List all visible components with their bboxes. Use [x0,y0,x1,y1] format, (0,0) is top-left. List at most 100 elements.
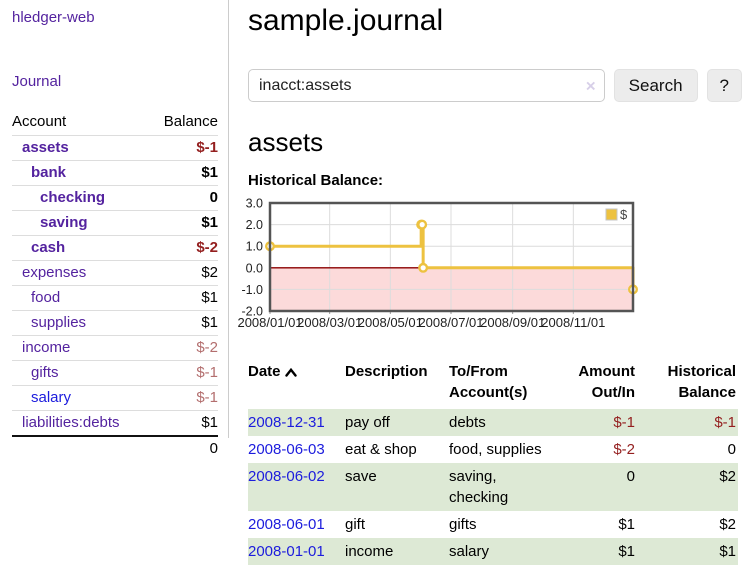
tx-balance-cell: $2 [719,468,736,485]
search-button[interactable]: Search [613,69,698,102]
chart-label: Historical Balance: [248,172,384,189]
tx-date-cell: 2008-12-31 [248,409,345,436]
accounts-total-value: 0 [148,435,218,461]
svg-text:-1.0: -1.0 [241,283,263,297]
account-link[interactable]: salary [31,389,72,406]
tx-amount-cell: $1 [618,543,635,560]
account-row: assets $-1 [12,135,218,161]
tx-balance-cell: 0 [727,441,736,458]
tx-date-cell: 2008-06-01 [248,511,345,538]
app-title-link[interactable]: hledger-web [12,9,95,26]
tx-date-link[interactable]: 2008-06-03 [248,441,325,458]
account-balance: $-1 [196,139,218,156]
account-row: food $1 [12,285,218,311]
account-link[interactable]: expenses [22,264,87,281]
accounts-total-row: 0 [12,435,218,461]
balance-chart-wrap: 2008/01/01 2008/03/01 2008/05/01 2008/07/01… [237,197,742,340]
account-row: checking 0 [12,185,218,211]
tx-balance-cell: $1 [719,543,736,560]
tx-amount-cell: 0 [626,468,635,485]
tx-description-cell: save [345,468,377,485]
tx-description-cell: eat & shop [345,441,417,458]
tx-accounts-cell: food, supplies [449,441,542,458]
account-link[interactable]: saving [40,214,88,231]
svg-text:2008/11/01: 2008/11/01 [541,315,605,330]
sidebar-item-journal[interactable]: Journal [12,73,62,90]
transaction-row: 2008-01-01 income salary $1 $1 [248,538,738,565]
account-balance: $1 [201,164,218,181]
accounts-header-account: Account [12,113,67,130]
balance-chart: 2008/01/012008/03/012008/05/012008/07/01… [237,197,639,330]
svg-text:2.0: 2.0 [246,218,263,232]
account-balance: $-2 [196,239,218,256]
account-link[interactable]: income [22,339,71,356]
svg-text:3.0: 3.0 [246,197,263,211]
transaction-row: 2008-06-01 gift gifts $1 $2 [248,511,738,538]
tx-date-cell: 2008-06-03 [248,436,345,463]
svg-text:1.0: 1.0 [246,240,263,254]
account-row: saving $1 [12,210,218,236]
tx-header-accounts: To/From Account(s) [449,363,528,401]
tx-amount-cell: $1 [618,516,635,533]
account-link[interactable]: cash [31,239,66,256]
help-button[interactable]: ? [706,69,742,102]
tx-date-link[interactable]: 2008-01-01 [248,543,325,560]
account-balance: $1 [201,289,218,306]
account-link[interactable]: liabilities:debts [22,414,120,431]
account-balance: $1 [201,314,218,331]
tx-header-date-label: Date [248,363,281,380]
tx-balance-cell: $2 [719,516,736,533]
svg-text:-2.0: -2.0 [241,305,263,319]
account-balance: $1 [201,414,218,431]
accounts-table: Account Balance assets $-1 bank $1 checking 0… [12,111,218,461]
tx-balance-cell: $-1 [714,414,736,431]
search-input[interactable] [249,70,604,101]
account-row: expenses $2 [12,260,218,286]
account-row: gifts $-1 [12,360,218,386]
svg-text:2008/01/01: 2008/01/01 [237,315,302,330]
search-box: × [248,69,605,102]
account-row: salary $-1 [12,385,218,411]
account-link[interactable]: food [31,289,61,306]
transactions-table: Date Description To/From Account(s) Amou… [248,359,738,565]
account-row: liabilities:debts $1 [12,410,218,437]
account-row: supplies $1 [12,310,218,336]
transaction-row: 2008-06-02 save saving, checking 0 $2 [248,463,738,511]
tx-header-balance: Historical Balance [667,363,736,401]
tx-header-date[interactable]: Date [248,359,345,409]
tx-date-link[interactable]: 2008-06-02 [248,468,325,485]
account-balance: $-1 [196,389,218,406]
sort-ascending-icon [284,362,297,383]
account-link[interactable]: supplies [31,314,87,331]
svg-text:$: $ [620,207,628,222]
svg-text:2008/03/01: 2008/03/01 [297,315,362,330]
sidebar: hledger-web Journal Account Balance asse… [0,0,228,461]
transaction-row: 2008-06-03 eat & shop food, supplies $-2 0 [248,436,738,463]
tx-date-link[interactable]: 2008-12-31 [248,414,325,431]
account-link[interactable]: bank [31,164,67,181]
account-link[interactable]: gifts [31,364,59,381]
account-balance: $2 [201,264,218,281]
account-link[interactable]: checking [40,189,106,206]
account-row: income $-2 [12,335,218,361]
svg-text:2008/05/01: 2008/05/01 [358,315,423,330]
account-row: cash $-2 [12,235,218,261]
tx-description-cell: pay off [345,414,390,431]
accounts-header-balance: Balance [163,113,218,130]
svg-text:2008/09/01: 2008/09/01 [480,315,545,330]
account-heading: assets [248,127,324,157]
sidebar-divider [228,0,229,438]
search-form: × Search ? [248,69,742,102]
tx-accounts-cell: salary [449,543,490,560]
tx-date-cell: 2008-06-02 [248,463,345,511]
clear-search-icon[interactable]: × [585,76,596,95]
tx-accounts-cell: saving, checking [449,468,509,506]
svg-text:0.0: 0.0 [246,261,263,275]
page-title: sample.journal [248,4,444,37]
account-link[interactable]: assets [22,139,69,156]
tx-amount-cell: $-2 [613,441,635,458]
main-content: sample.journal × Search ? assets Histori… [237,0,742,565]
tx-header-amount: Amount Out/In [578,363,635,401]
tx-date-link[interactable]: 2008-06-01 [248,516,325,533]
account-balance: $1 [201,214,218,231]
